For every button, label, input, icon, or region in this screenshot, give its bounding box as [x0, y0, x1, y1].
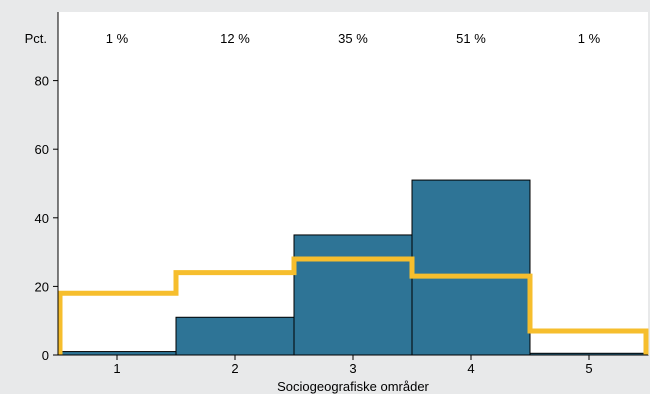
top-label: 12 %	[220, 31, 250, 46]
y-tick-label: 20	[35, 279, 49, 294]
y-tick-label: 40	[35, 211, 49, 226]
x-axis-title: Sociogeografiske områder	[277, 379, 429, 394]
bar-2	[175, 316, 295, 356]
y-ticks: 0 20 40 60 80	[35, 74, 58, 363]
x-tick-label: 1	[113, 361, 120, 376]
bar-1	[57, 351, 177, 356]
top-label: 51 %	[456, 31, 486, 46]
x-tick-label: 4	[467, 361, 474, 376]
top-label: 1 %	[578, 31, 601, 46]
step-line	[57, 256, 649, 355]
y-tick-label: 60	[35, 142, 49, 157]
x-tick-label: 3	[349, 361, 356, 376]
x-tick-label: 5	[585, 361, 592, 376]
y-tick-label: 80	[35, 74, 49, 89]
bars	[57, 179, 649, 356]
top-label: 35 %	[338, 31, 368, 46]
top-labels: 1 % 12 % 35 % 51 % 1 %	[106, 31, 601, 46]
y-axis-title: Pct.	[25, 31, 47, 46]
top-label: 1 %	[106, 31, 129, 46]
bar-4	[411, 179, 531, 356]
bar-3	[293, 234, 413, 356]
x-tick-label: 2	[231, 361, 238, 376]
y-tick-label: 0	[42, 348, 49, 363]
x-ticks: 1 2 3 4 5	[113, 355, 593, 376]
